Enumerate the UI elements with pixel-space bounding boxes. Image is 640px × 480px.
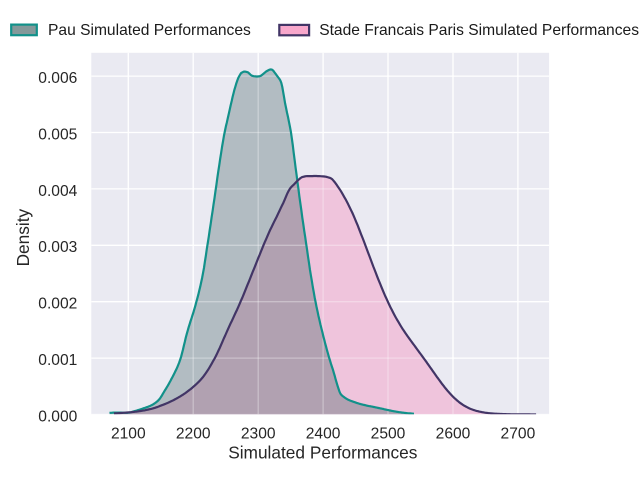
svg-text:2600: 2600 — [436, 425, 471, 442]
svg-text:2100: 2100 — [111, 425, 146, 442]
svg-text:0.001: 0.001 — [38, 352, 77, 369]
svg-text:Stade Francais Paris Simulated: Stade Francais Paris Simulated Performan… — [319, 22, 639, 39]
svg-text:2500: 2500 — [371, 425, 406, 442]
svg-text:0.002: 0.002 — [38, 296, 77, 313]
svg-text:0.004: 0.004 — [38, 183, 77, 200]
svg-text:0.000: 0.000 — [38, 408, 77, 425]
svg-text:Density: Density — [13, 208, 33, 266]
svg-text:2300: 2300 — [241, 425, 276, 442]
svg-text:2200: 2200 — [176, 425, 211, 442]
svg-text:Simulated Performances: Simulated Performances — [228, 442, 418, 462]
svg-text:0.003: 0.003 — [38, 239, 77, 256]
svg-text:2400: 2400 — [306, 425, 341, 442]
svg-text:0.005: 0.005 — [38, 126, 77, 143]
svg-text:2700: 2700 — [501, 425, 536, 442]
svg-text:0.006: 0.006 — [38, 70, 77, 87]
svg-text:Pau Simulated Performances: Pau Simulated Performances — [48, 22, 251, 39]
